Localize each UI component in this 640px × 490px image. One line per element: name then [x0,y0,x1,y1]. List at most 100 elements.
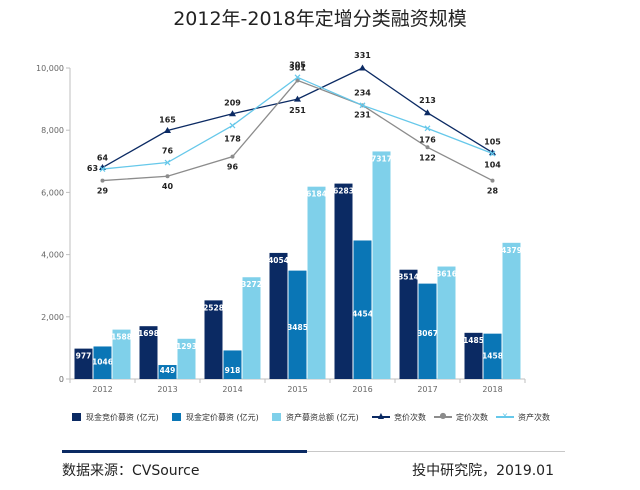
bar-value-label: 3616 [436,270,457,279]
bar-value-label: 4379 [501,246,522,255]
line-point-fixed-count [425,145,430,150]
legend-label: 资产次数 [518,412,550,422]
legend-line-icon [496,410,514,422]
bar-value-label: 3067 [417,329,438,338]
bar-value-label: 6184 [306,190,327,199]
bar-cash-bid [74,348,93,379]
line-value-label: 305 [289,60,306,69]
bar-value-label: 449 [160,366,176,375]
bar-value-label: 6283 [333,187,354,196]
footer-accent-bar [62,450,307,453]
bar-cash-bid [334,183,353,379]
line-value-label: 176 [419,135,436,144]
line-value-label: 165 [159,116,176,125]
legend-item-asset-count: 资产次数 [496,409,550,425]
x-tick-label: 2016 [352,385,372,394]
line-point-fixed-count [165,174,170,179]
line-point-bid-count [424,109,431,116]
line-value-label: 29 [97,187,109,196]
line-point-bid-count [229,110,236,117]
line-point-bid-count [294,95,301,102]
line-value-label: 28 [487,187,499,196]
legend-item-cash-fixed: 现金定价募资 (亿元) [172,409,259,425]
data-source: 数据来源：CVSource [62,463,200,479]
line-value-label: 40 [162,182,174,191]
footer-divider [307,451,565,452]
line-point-asset-count [359,102,366,109]
bar-cash-bid [464,332,483,379]
line-value-label: 178 [224,135,241,144]
bar-value-label: 4454 [352,310,373,319]
bar-value-label: 977 [76,352,92,361]
legend-item-asset: 资产募资总额 (亿元) [272,409,359,425]
legend-swatch [172,413,181,421]
legend-item-fixed-count: 定价次数 [434,409,488,425]
bar-cash-fixed [223,350,242,379]
bar-value-label: 3272 [241,280,262,289]
line-point-fixed-count [295,78,300,83]
line-point-asset-count [424,125,431,132]
bar-cash-bid [139,326,158,379]
legend-label: 竞价次数 [394,412,426,422]
line-value-label: 301 [289,63,306,72]
line-value-label: 122 [419,153,436,162]
line-point-asset-count [489,150,496,157]
bar-asset [372,151,391,379]
y-tick-label: 2,000 [41,313,64,322]
y-tick-label: 6,000 [41,188,64,197]
legend-item-cash-bid: 现金竞价募资 (亿元) [72,409,159,425]
y-tick-label: 8,000 [41,126,64,135]
bar-value-label: 7317 [371,154,392,163]
bar-cash-fixed [353,240,372,379]
bar-value-label: 1588 [111,333,132,342]
y-tick-label: 10,000 [36,64,64,73]
bar-value-label: 2528 [203,303,224,312]
bar-value-label: 1485 [463,336,484,345]
bar-asset [437,266,456,379]
line-point-fixed-count [490,178,495,183]
line-value-label: 96 [227,163,239,172]
legend-item-bid-count: 竞价次数 [372,409,426,425]
chart-title: 2012年-2018年定增分类融资规模 [173,8,467,30]
line-point-bid-count [164,127,171,134]
bar-value-label: 1293 [176,342,197,351]
line-value-label: 234 [354,88,371,97]
legend: 现金竞价募资 (亿元) 现金定价募资 (亿元) 资产募资总额 (亿元) 竞价次数… [72,409,552,425]
line-value-label: 231 [354,110,371,119]
bar-cash-bid [399,269,418,379]
bar-asset [502,242,521,379]
bar-cash-fixed [418,283,437,379]
line-value-label: 63 [87,164,98,173]
bar-cash-fixed [288,270,307,379]
line-point-asset-count [229,122,236,129]
bar-value-label: 918 [225,366,241,375]
line-value-label: 64 [97,154,109,163]
bar-cash-fixed [93,346,112,379]
line-point-fixed-count [100,178,105,183]
x-tick-label: 2014 [222,385,242,394]
bar-asset [307,186,326,379]
line-point-fixed-count [230,154,235,159]
bar-cash-fixed [483,333,502,379]
line-value-label: 76 [162,147,174,156]
x-tick-label: 2015 [287,385,307,394]
bar-value-label: 1698 [138,329,159,338]
line-value-label: 104 [484,161,501,170]
y-tick-label: 0 [59,375,64,384]
x-tick-label: 2013 [157,385,177,394]
y-tick-label: 4,000 [41,251,64,260]
x-tick-label: 2018 [482,385,502,394]
legend-label: 资产募资总额 (亿元) [286,412,359,422]
bar-asset [177,338,196,379]
credit-line: 投中研究院，2019.01 [412,463,554,479]
line-point-bid-count [359,64,366,71]
line-point-bid-count [489,149,496,156]
line-value-label: 105 [484,138,501,147]
legend-label: 定价次数 [456,412,488,422]
legend-swatch [72,413,81,421]
legend-line-icon [434,410,452,422]
bar-value-label: 4054 [268,256,289,265]
bar-value-label: 1046 [92,357,113,366]
line-value-label: 209 [224,99,241,108]
